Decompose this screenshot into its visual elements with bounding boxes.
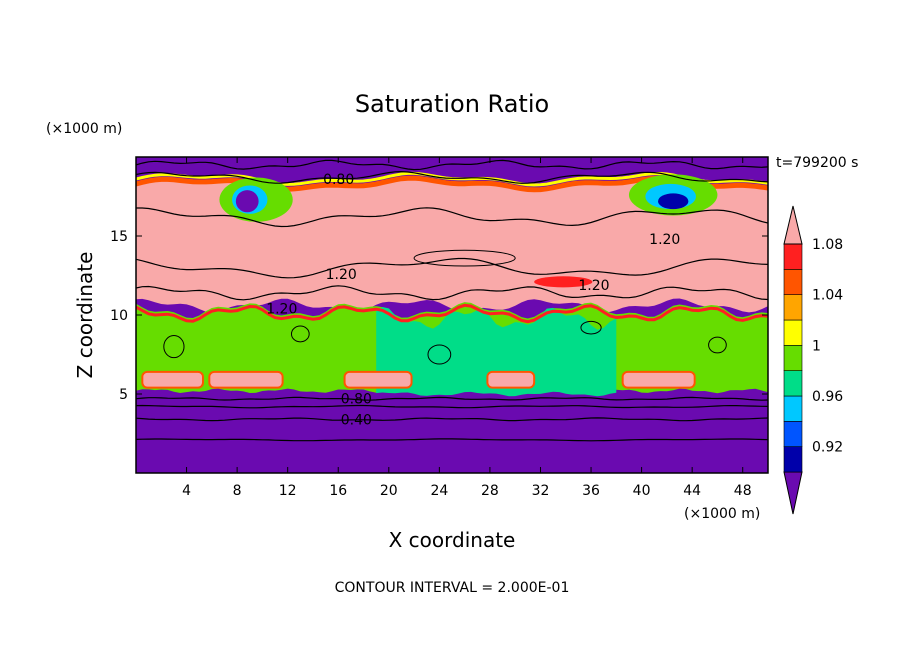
moist-pocket (621, 370, 696, 389)
contour-labels: 0.80 1.20 1.20 1.20 1.20 0.80 0.40 (266, 172, 680, 428)
colorbar-label: 1.08 (812, 237, 843, 253)
contour-line (136, 417, 768, 422)
plot-area (136, 157, 768, 473)
x-unit-label: (×1000 m) (684, 506, 760, 522)
band-upper-moist (136, 178, 768, 313)
contour-label: 0.40 (341, 412, 372, 428)
contour-line (136, 285, 768, 301)
contour-line (136, 438, 768, 442)
contour-line (136, 404, 768, 409)
y-tick-label: 15 (110, 229, 128, 245)
colorbar-swatch (783, 370, 803, 397)
x-tick-label: 32 (532, 483, 550, 499)
contour-line (136, 396, 768, 401)
x-tick-label: 40 (633, 483, 651, 499)
colorbar-swatch (783, 269, 803, 295)
dry-blob (235, 190, 259, 213)
y-axis: 5 10 15 (110, 229, 768, 403)
colorbar: 0.92 0.96 1 1.04 1.08 (783, 205, 843, 515)
moist-pocket (208, 370, 284, 389)
time-label: t=799200 s (776, 155, 858, 171)
moist-pocket (141, 370, 204, 389)
y-tick-label: 10 (110, 308, 128, 324)
moist-pocket (486, 370, 536, 389)
contour-loop (580, 320, 602, 335)
x-tick-label: 16 (329, 483, 347, 499)
colorbar-swatch (783, 319, 803, 346)
contour-label: 1.20 (649, 232, 680, 248)
x-tick-label: 20 (380, 483, 398, 499)
contour-label: 1.20 (266, 302, 297, 318)
contour-loop (163, 335, 185, 359)
x-axis-label: X coordinate (389, 528, 516, 552)
x-tick-label: 24 (430, 483, 448, 499)
colorbar-swatch (783, 421, 803, 447)
colorbar-label: 1 (812, 338, 821, 354)
y-tick-label: 5 (119, 387, 128, 403)
colorbar-swatch (783, 395, 803, 422)
x-tick-label: 36 (582, 483, 600, 499)
band-teal-region (376, 307, 617, 397)
contour-label: 0.80 (341, 392, 372, 408)
contour-lines (136, 159, 768, 442)
contour-loop (290, 325, 310, 343)
colorbar-under-arrow (783, 471, 803, 515)
colorbar-label: 0.96 (812, 389, 843, 405)
x-tick-label: 12 (279, 483, 297, 499)
colorbar-swatch (783, 446, 803, 473)
contour-label: 1.20 (326, 267, 357, 283)
colorbar-swatch (783, 345, 803, 371)
contour-line (136, 257, 768, 279)
x-tick-label: 4 (182, 483, 191, 499)
chart-title: Saturation Ratio (355, 90, 549, 118)
contour-loop (413, 249, 516, 267)
y-axis-label: Z coordinate (73, 252, 97, 379)
x-axis: 4 8 12 16 20 24 28 32 36 40 44 48 (182, 157, 752, 499)
x-tick-label: 44 (683, 483, 701, 499)
colorbar-swatch (783, 243, 803, 270)
contour-label: 0.80 (323, 172, 354, 188)
x-tick-label: 8 (233, 483, 242, 499)
contour-line (136, 207, 768, 228)
contour-loop (427, 344, 452, 365)
moist-pocket (343, 370, 413, 389)
z-unit-label: (×1000 m) (46, 121, 122, 137)
band-mixed-fringe (136, 303, 768, 324)
contour-interval-note: CONTOUR INTERVAL = 2.000E-01 (335, 580, 570, 596)
contour-line (136, 170, 768, 184)
colorbar-label: 1.04 (812, 288, 843, 304)
contour-line (136, 159, 768, 171)
dry-blob (658, 193, 689, 210)
x-tick-label: 28 (481, 483, 499, 499)
contour-loop (708, 336, 727, 354)
contour-label: 1.20 (578, 278, 609, 294)
moist-streak (534, 276, 593, 288)
x-tick-label: 48 (734, 483, 752, 499)
colorbar-swatch (783, 294, 803, 321)
colorbar-label: 0.92 (812, 440, 843, 456)
colorbar-over-arrow (783, 205, 803, 245)
